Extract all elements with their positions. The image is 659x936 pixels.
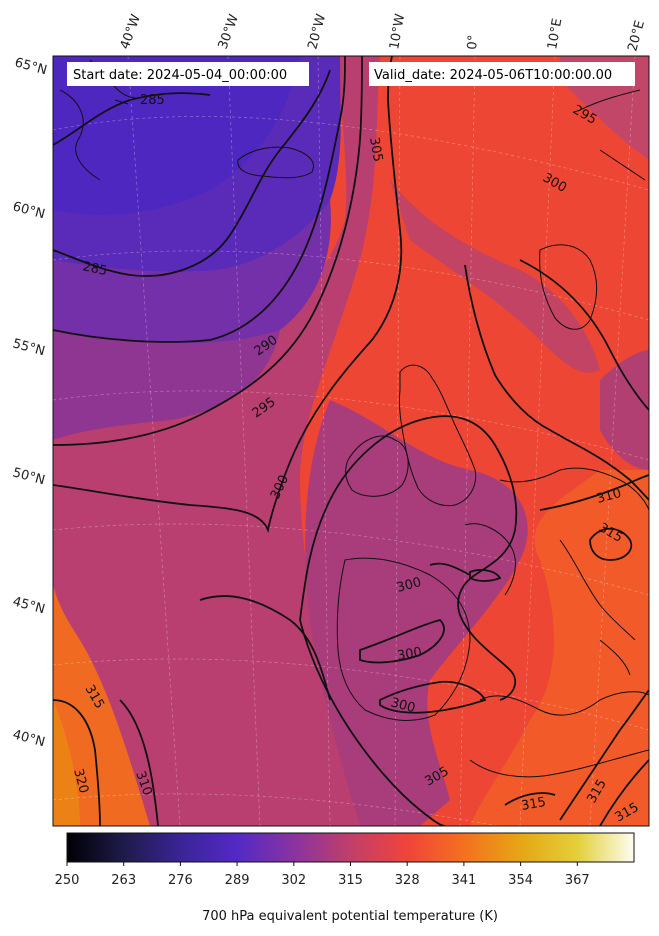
lat-label: 50°N (11, 465, 47, 488)
lon-label: 40°W (118, 12, 144, 51)
lon-label: 20°E (625, 19, 648, 53)
map-frame (52, 55, 650, 827)
map-header: Start date: 2024-05-04_00:00:00 Valid_da… (67, 62, 635, 86)
longitude-labels: 40°W 30°W 20°W 10°W 0° 10°E 20°E (118, 12, 648, 53)
lat-label: 65°N (13, 55, 49, 78)
contour-label: 300 (389, 695, 417, 716)
contour-label: 300 (395, 575, 423, 596)
colorbar-tick-label: 302 (281, 873, 306, 888)
latitude-labels: 65°N 60°N 55°N 50°N 45°N 40°N (11, 55, 49, 750)
lon-label: 10°E (545, 17, 565, 50)
colorbar-ticks: 250 263 276 289 302 315 328 341 354 367 (55, 862, 590, 888)
contour-label: 305 (366, 136, 385, 163)
colorbar-tick-label: 276 (168, 873, 193, 888)
colorbar-tick-label: 263 (111, 873, 136, 888)
lat-label: 40°N (11, 727, 47, 750)
contour-label: 300 (396, 645, 423, 664)
contour-label: 285 (140, 93, 165, 108)
lon-label: 30°W (216, 12, 242, 51)
colorbar-tick-label: 367 (565, 873, 590, 888)
temperature-field (53, 56, 649, 826)
lon-label: 20°W (305, 12, 329, 51)
lon-label: 0° (465, 34, 481, 50)
start-date-box (67, 62, 309, 86)
start-date-label: Start date: 2024-05-04_00:00:00 (73, 68, 287, 83)
valid-date-label: Valid_date: 2024-05-06T10:00:00.00 (374, 68, 612, 83)
contour-label: 315 (520, 795, 547, 814)
contour-label: 285 (81, 259, 108, 279)
colorbar-tick-label: 250 (55, 873, 80, 888)
colorbar-tick-label: 289 (225, 873, 250, 888)
lat-label: 55°N (11, 336, 47, 359)
colorbar-tick-label: 328 (395, 873, 420, 888)
lon-label: 10°W (387, 13, 408, 51)
contour-label: 310 (595, 486, 623, 507)
lat-label: 60°N (11, 199, 47, 222)
colorbar: 250 263 276 289 302 315 328 341 354 367 700 hPa e… (55, 832, 635, 924)
colorbar-gradient (66, 832, 635, 863)
colorbar-tick-label: 315 (338, 873, 363, 888)
contour-lines (53, 56, 649, 826)
colorbar-title: 700 hPa equivalent potential temperature… (202, 909, 498, 924)
lat-label: 45°N (11, 594, 47, 617)
colorbar-tick-label: 354 (508, 873, 533, 888)
valid-date-box (369, 62, 635, 86)
contour-label: 320 (70, 767, 91, 795)
colorbar-tick-label: 341 (451, 873, 476, 888)
